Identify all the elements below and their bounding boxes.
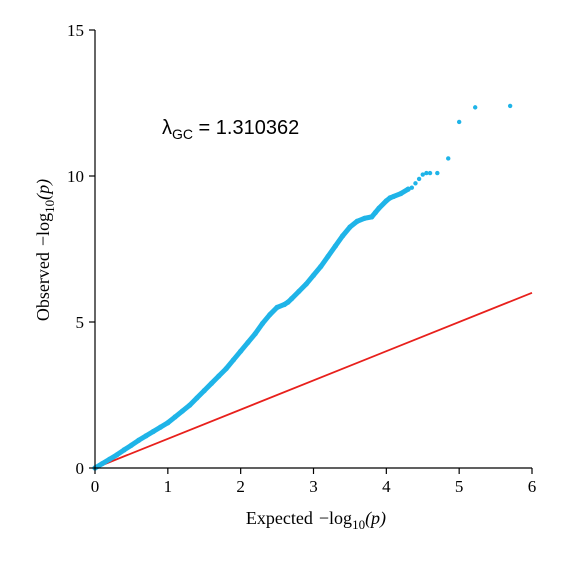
data-point — [372, 209, 379, 216]
data-point — [296, 288, 302, 294]
data-point — [420, 172, 425, 177]
data-point — [413, 181, 418, 186]
data-point — [259, 320, 266, 327]
data-point — [285, 299, 291, 305]
data-point — [472, 105, 478, 110]
data-point — [150, 428, 156, 435]
lambda-gc-annotation: λGC = 1.310362 — [162, 117, 299, 142]
data-point — [391, 193, 397, 200]
data-point — [318, 263, 324, 270]
data-point — [187, 402, 193, 408]
data-point — [165, 420, 171, 426]
data-point — [409, 185, 415, 190]
data-point — [223, 366, 229, 372]
data-point — [143, 433, 149, 439]
data-point — [446, 156, 451, 161]
x-tick-label: 1 — [164, 477, 173, 496]
data-point — [289, 296, 295, 302]
data-point — [383, 198, 389, 204]
data-point — [114, 452, 120, 458]
x-tick-label: 4 — [382, 477, 391, 496]
data-point — [507, 103, 513, 109]
data-point — [208, 380, 215, 386]
data-point — [427, 170, 433, 176]
data-point — [416, 176, 422, 182]
reference-line — [94, 291, 533, 469]
y-tick-label: 0 — [76, 459, 85, 478]
data-point — [128, 442, 135, 448]
data-point — [376, 205, 382, 211]
data-point — [424, 170, 429, 176]
axes: 0 1 2 3 4 5 6 0 5 10 15 — [67, 21, 536, 496]
data-point — [435, 170, 440, 176]
data-point — [310, 272, 317, 278]
data-point — [157, 424, 164, 430]
data-point — [405, 186, 411, 192]
data-point — [106, 456, 113, 462]
x-tick-label: 2 — [236, 477, 245, 496]
y-axis-title: Observed−log10(p) — [33, 179, 57, 321]
data-point — [274, 304, 280, 310]
data-point — [245, 339, 251, 346]
data-point — [398, 190, 404, 197]
data-point — [230, 357, 236, 363]
plot-area — [92, 103, 533, 471]
data-point — [340, 233, 346, 239]
y-tick-label: 10 — [67, 167, 84, 186]
x-tick-label: 3 — [309, 477, 318, 496]
data-point — [361, 215, 368, 221]
data-point — [99, 461, 105, 467]
y-tick-label: 15 — [67, 21, 84, 40]
x-tick-label: 6 — [528, 477, 537, 496]
data-point — [121, 447, 127, 453]
data-point — [201, 388, 207, 394]
data-point — [179, 408, 185, 414]
data-point — [136, 437, 142, 443]
data-point — [354, 218, 360, 224]
data-point — [238, 348, 244, 354]
data-point — [172, 414, 178, 420]
x-tick-label: 5 — [455, 477, 464, 496]
x-tick-label: 0 — [91, 477, 100, 496]
data-point — [456, 119, 462, 125]
data-band — [92, 186, 411, 471]
data-point — [267, 312, 273, 318]
data-point — [347, 224, 353, 230]
data-point — [369, 214, 375, 220]
x-axis-title: Expected −log10(p) — [246, 508, 386, 532]
data-point — [303, 281, 309, 287]
y-tick-label: 5 — [76, 313, 85, 332]
data-point — [325, 253, 331, 259]
data-point — [194, 395, 200, 401]
data-point — [332, 243, 338, 249]
data-point — [252, 331, 258, 337]
data-point — [216, 373, 222, 379]
